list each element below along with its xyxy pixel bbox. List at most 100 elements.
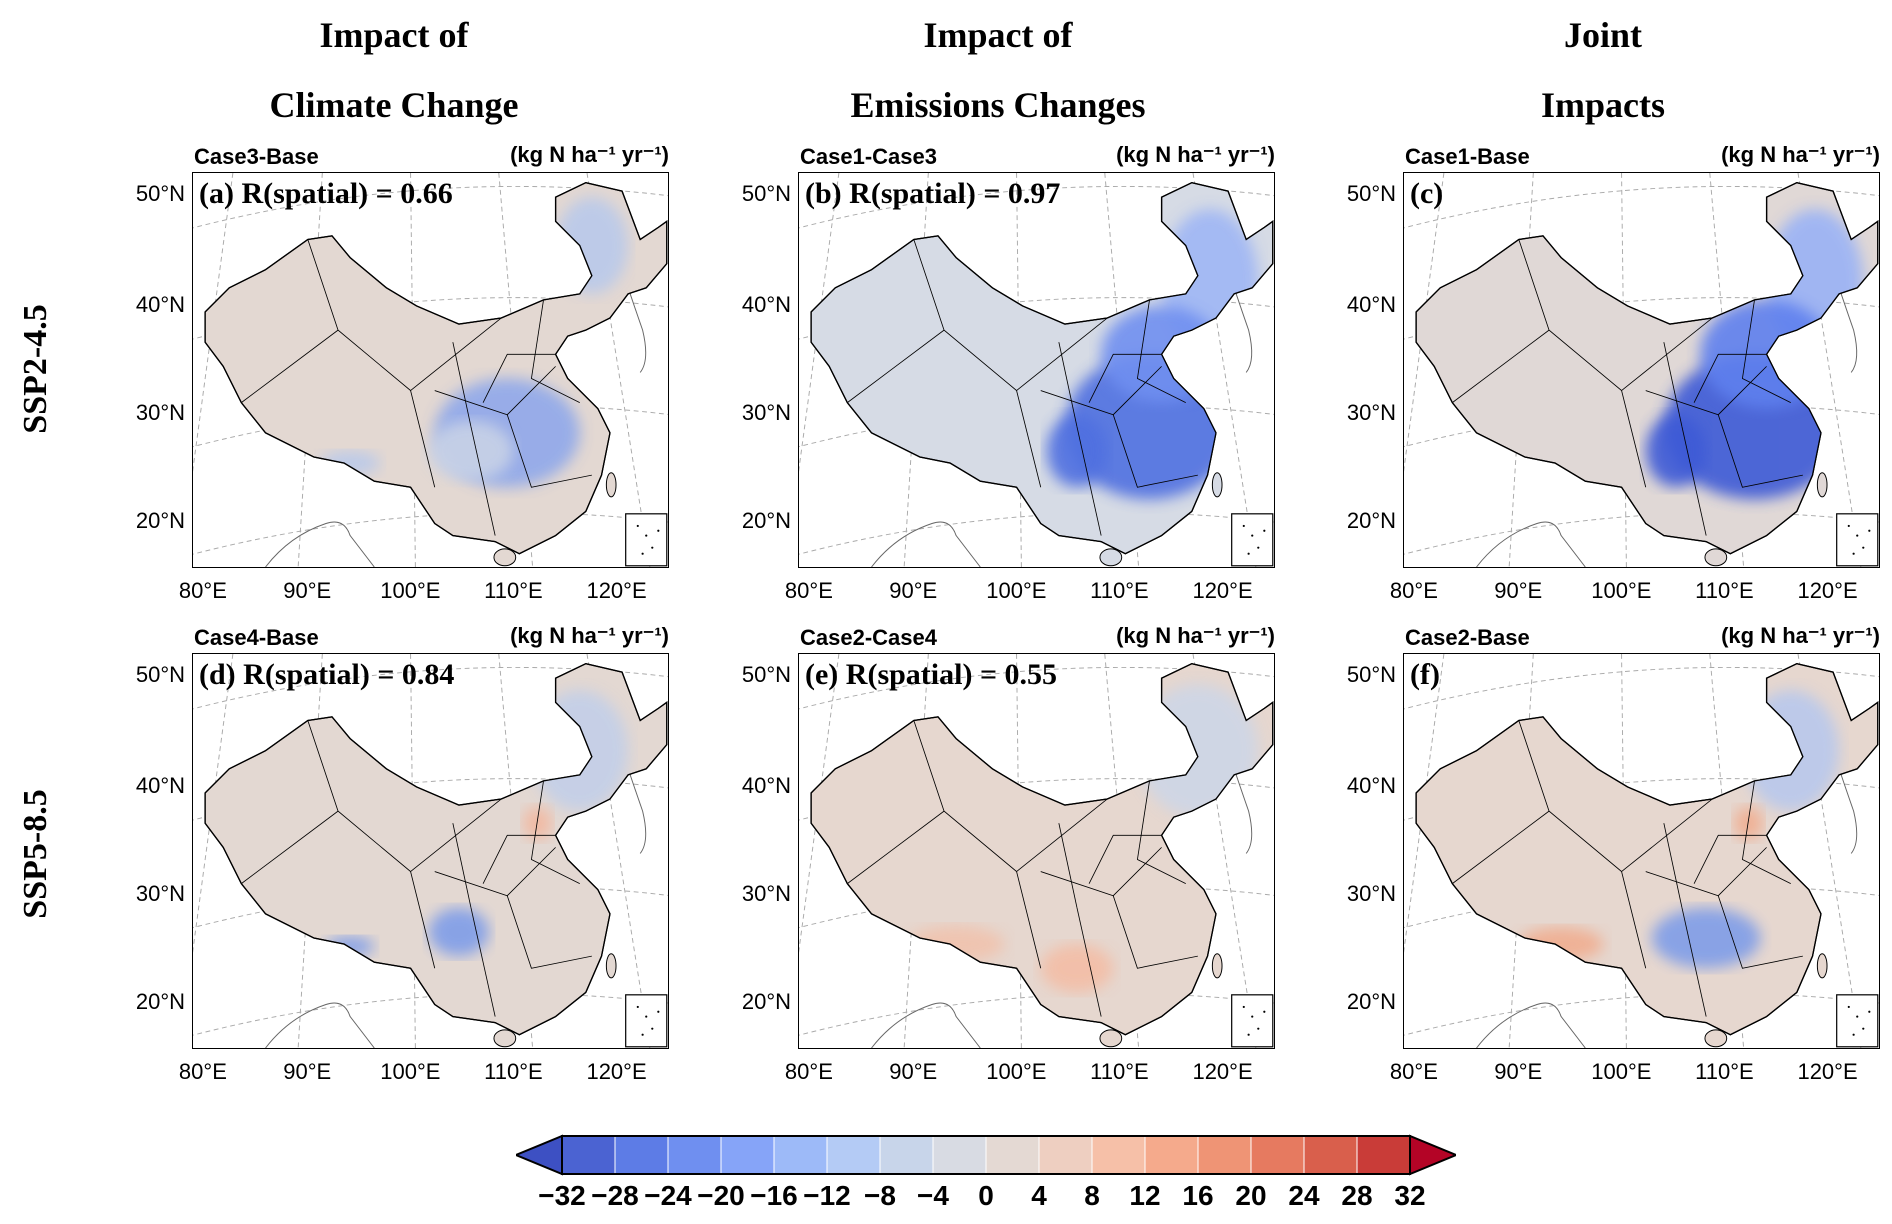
colorbar-segment xyxy=(932,1135,987,1175)
province-boundary xyxy=(1112,895,1198,969)
province-boundary xyxy=(506,895,592,969)
longitude-tick-label: 90°E xyxy=(889,1059,938,1084)
longitude-tick-label: 90°E xyxy=(889,578,938,603)
map-panel: Case2-Case4 (kg N ha⁻¹ yr⁻¹) (e) R(spatial… xyxy=(742,623,1275,1084)
longitude-tick-label: 120°E xyxy=(586,578,647,603)
hainan-island xyxy=(1099,1029,1123,1048)
colorbar-segment xyxy=(1091,1135,1146,1175)
province-boundary xyxy=(241,810,339,884)
panel-case-label: Case2-Case4 xyxy=(800,625,937,650)
column-title: Impact of Emissions Changes xyxy=(698,0,1298,140)
colorbar-segment xyxy=(614,1135,669,1175)
panel-case-label: Case1-Case3 xyxy=(800,144,937,169)
province-boundary xyxy=(1112,414,1198,488)
longitude-tick-label: 100°E xyxy=(986,1059,1047,1084)
map-panel: Case4-Base (kg N ha⁻¹ yr⁻¹) (d) R(spatial)… xyxy=(136,623,669,1084)
province-boundary xyxy=(1136,299,1186,404)
colorbar-segment xyxy=(1250,1135,1305,1175)
longitude-gridline xyxy=(586,654,651,1048)
province-boundary xyxy=(1076,426,1102,536)
colorbar-segment xyxy=(667,1135,722,1175)
latitude-tick-label: 50°N xyxy=(741,180,791,206)
neighbor-border xyxy=(1476,521,1586,567)
panel-case-label: Case1-Base xyxy=(1405,144,1530,169)
anomaly-region xyxy=(325,936,375,957)
colorbar-tick-label: −32 xyxy=(538,1180,586,1211)
longitude-tick-label: 110°E xyxy=(1090,1059,1149,1084)
taiwan-island xyxy=(1816,953,1828,979)
column-title-line2: Climate Change xyxy=(269,85,519,125)
taiwan-island xyxy=(605,472,617,498)
colorbar-segment xyxy=(561,1135,616,1175)
map-panel: Case2-Base (kg N ha⁻¹ yr⁻¹) (f) 50°N 40°N 30°… xyxy=(1347,623,1880,1084)
column-title-line1: Impact of xyxy=(319,15,469,55)
longitude-gridline xyxy=(586,173,651,567)
latitude-gridline xyxy=(193,404,668,448)
hainan-island xyxy=(1099,548,1123,567)
column-title-line1: Impact of xyxy=(923,15,1073,55)
anomaly-region xyxy=(1651,907,1761,969)
longitude-tick-label: 120°E xyxy=(1797,1059,1858,1084)
colorbar-tick-label: 0 xyxy=(978,1180,994,1211)
longitude-tick-label: 120°E xyxy=(1797,578,1858,603)
taiwan-island xyxy=(605,953,617,979)
map-panel: Case1-Base (kg N ha⁻¹ yr⁻¹) (c) 50°N 40°N 30°… xyxy=(1347,142,1880,603)
province-boundary xyxy=(506,414,592,488)
map-frame: (a) R(spatial) = 0.66 xyxy=(192,172,669,568)
province-boundary xyxy=(1088,353,1162,403)
province-boundary xyxy=(1663,823,1683,908)
province-boundary xyxy=(1663,342,1683,427)
province-boundary xyxy=(452,342,472,427)
south-china-sea-inset xyxy=(1231,513,1274,567)
anomaly-region xyxy=(522,806,552,841)
map-frame: (c) xyxy=(1403,172,1880,568)
colorbar-tick-label: 16 xyxy=(1182,1180,1214,1211)
taiwan-island xyxy=(1211,953,1223,979)
longitude-tick-label: 100°E xyxy=(1591,578,1652,603)
column-title: Joint Impacts xyxy=(1303,0,1892,140)
latitude-tick-label: 30°N xyxy=(135,881,185,907)
province-boundary xyxy=(1088,834,1162,884)
province-boundary xyxy=(1058,342,1078,427)
longitude-tick-label: 120°E xyxy=(1192,578,1253,603)
panel-label: (b) R(spatial) = 0.97 xyxy=(805,177,1061,210)
province-boundary xyxy=(530,299,580,404)
province-boundary xyxy=(1518,239,1647,488)
latitude-gridline xyxy=(1404,885,1879,929)
column-title-line1: Joint xyxy=(1563,15,1642,55)
latitude-gridline xyxy=(1404,512,1879,555)
longitude-tick-label: 120°E xyxy=(1192,1059,1253,1084)
colorbar-segment xyxy=(1356,1135,1411,1175)
longitude-tick-label: 110°E xyxy=(484,578,543,603)
neighbor-border xyxy=(871,1002,981,1048)
panel-unit-label: (kg N ha⁻¹ yr⁻¹) xyxy=(510,623,669,648)
colorbar-tick-label: −8 xyxy=(864,1180,896,1211)
latitude-tick-label: 20°N xyxy=(1346,508,1396,534)
longitude-tick-label: 100°E xyxy=(380,578,441,603)
colorbar-segment xyxy=(1038,1135,1093,1175)
province-boundary xyxy=(470,426,496,536)
colorbar-tick-label: 28 xyxy=(1341,1180,1373,1211)
colorbar-segment xyxy=(773,1135,828,1175)
colorbar-tick-label: 32 xyxy=(1394,1180,1426,1211)
panel-label: (c) xyxy=(1410,177,1444,210)
province-boundary xyxy=(1693,353,1767,403)
longitude-tick-label: 100°E xyxy=(986,578,1047,603)
latitude-tick-label: 40°N xyxy=(741,773,791,799)
latitude-tick-label: 20°N xyxy=(135,508,185,534)
province-boundary xyxy=(913,720,1042,969)
longitude-tick-label: 110°E xyxy=(1695,578,1754,603)
china-map xyxy=(193,654,668,1048)
longitude-tick-label: 90°E xyxy=(1494,1059,1543,1084)
column-title: Impact of Climate Change xyxy=(94,0,694,140)
neighbor-border xyxy=(1476,1002,1586,1048)
latitude-gridline xyxy=(1404,404,1879,448)
hainan-island xyxy=(493,548,517,567)
latitude-tick-label: 50°N xyxy=(135,661,185,687)
longitude-gridline xyxy=(1192,173,1257,567)
anomaly-region xyxy=(1518,927,1604,961)
taiwan-island xyxy=(1211,472,1223,498)
latitude-tick-label: 50°N xyxy=(1346,180,1396,206)
colorbar-tick-label: 4 xyxy=(1031,1180,1047,1211)
row-label: SSP5-8.5 xyxy=(17,789,54,919)
